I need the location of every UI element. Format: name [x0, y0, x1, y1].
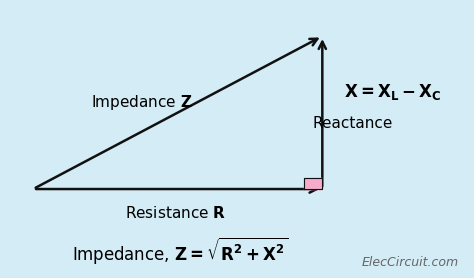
Text: Resistance $\mathbf{R}$: Resistance $\mathbf{R}$: [125, 205, 226, 221]
Text: $\mathbf{X = X_L - X_C}$: $\mathbf{X = X_L - X_C}$: [344, 82, 441, 102]
Text: Impedance, $\mathbf{Z = \sqrt{R^2 + X^2}}$: Impedance, $\mathbf{Z = \sqrt{R^2 + X^2}…: [72, 235, 288, 266]
Polygon shape: [304, 178, 322, 189]
Text: Impedance $\mathbf{Z}$: Impedance $\mathbf{Z}$: [91, 93, 193, 112]
Text: ElecCircuit.com: ElecCircuit.com: [362, 256, 458, 269]
Text: Reactance: Reactance: [313, 116, 393, 131]
